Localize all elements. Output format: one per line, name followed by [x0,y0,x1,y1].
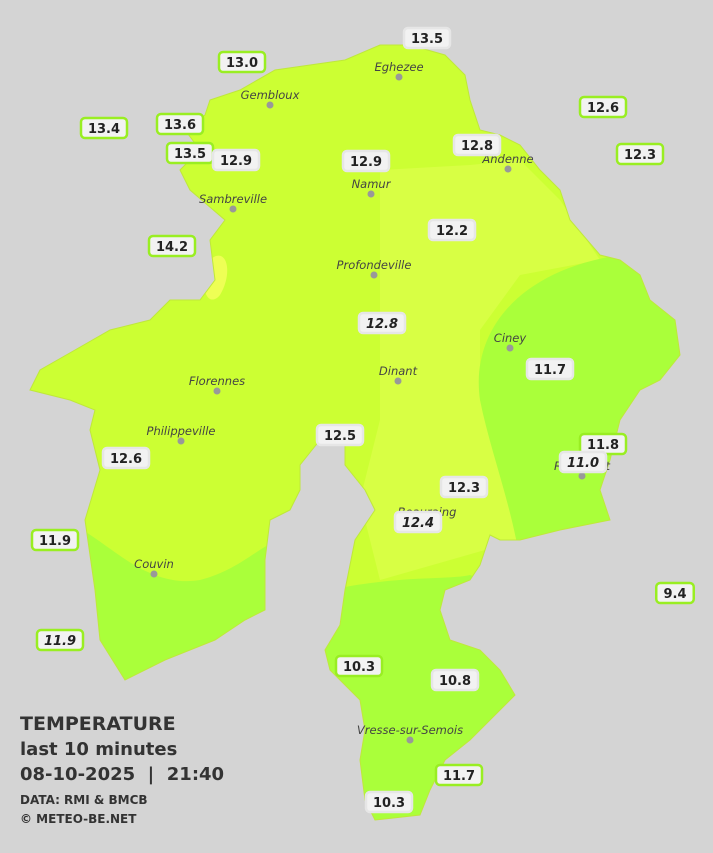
station-box [334,654,384,678]
station-value: 12.6 [110,452,142,467]
station-value: 11.0 [567,456,599,471]
station-box [615,142,665,166]
station-box [341,149,391,173]
legend: TEMPERATURE last 10 minutes 08-10-2025 |… [20,713,224,826]
station-value: 12.9 [220,154,252,169]
station-value: 12.3 [448,481,480,496]
station-value: 11.7 [534,363,566,378]
station-value: 11.7 [443,769,475,784]
station-value: 9.4 [663,587,686,602]
town-dot [506,344,514,352]
station-value: 10.8 [439,674,471,689]
stations: 13.5 13.0 13.4 13.6 13.5 12.9 12.9 12.8 12.6 12.3… [30,26,695,814]
station-value: 14.2 [156,240,188,255]
town-dot [394,377,402,385]
station-box [35,628,85,652]
station-value: 11.9 [39,534,71,549]
town-label: Dinant [379,364,418,378]
station-box [315,423,365,447]
town-label: Couvin [134,557,174,571]
station-value: 13.5 [174,147,206,162]
station-box [79,116,129,140]
station-box [525,357,575,381]
station-value: 13.5 [411,32,443,47]
station-box [30,528,80,552]
station-box [402,26,452,50]
town-dot [266,101,274,109]
legend-period: last 10 minutes [20,739,177,760]
station-box [655,581,695,605]
station-box [364,790,414,814]
town-label: Philippeville [147,424,216,438]
town-label: Eghezee [374,60,423,74]
station-value: 12.6 [587,101,619,116]
station-value: 12.4 [402,516,434,531]
station-value: 11.9 [44,634,76,649]
station-box [430,668,480,692]
station-box [147,234,197,258]
station-value: 12.8 [366,317,398,332]
station-box [155,112,205,136]
station-box [427,218,477,242]
station-value: 12.2 [436,224,468,239]
station-value: 10.3 [343,660,375,675]
town-dot [406,736,414,744]
station-value: 13.0 [226,56,258,71]
town-label: Profondeville [337,258,412,272]
town-dot [504,165,512,173]
town-label: Vresse-sur-Semois [357,723,463,737]
station-box [357,311,407,335]
station-value: 12.9 [350,155,382,170]
station-box [393,510,443,534]
station-box [452,133,502,157]
town-label: Ciney [494,331,527,345]
town-dot [150,570,158,578]
station-value: 12.3 [624,148,656,163]
legend-credit: © METEO-BE.NET [20,812,137,826]
station-value: 10.3 [373,796,405,811]
station-value: 13.4 [88,122,120,137]
town-dot [370,271,378,279]
station-box [101,446,151,470]
town-dot [395,73,403,81]
station-box [578,95,628,119]
town-dot [213,387,221,395]
town-label: Florennes [189,374,245,388]
town-label: Namur [352,177,392,191]
station-box [439,475,489,499]
legend-datetime: 08-10-2025 | 21:40 [20,764,224,785]
station-box [211,148,261,172]
station-box [558,450,608,474]
station-value: 12.8 [461,139,493,154]
town-dot [367,190,375,198]
legend-title: TEMPERATURE [20,713,176,735]
station-value: 12.5 [324,429,356,444]
town-dot [578,472,586,480]
town-dot [177,437,185,445]
station-box [217,50,267,74]
legend-source: DATA: RMI & BMCB [20,793,148,807]
town-dot [229,205,237,213]
station-value: 11.8 [587,438,619,453]
town-label: Sambreville [199,192,267,206]
town-label: Gembloux [241,88,300,102]
station-box [434,763,484,787]
station-value: 13.6 [164,118,196,133]
